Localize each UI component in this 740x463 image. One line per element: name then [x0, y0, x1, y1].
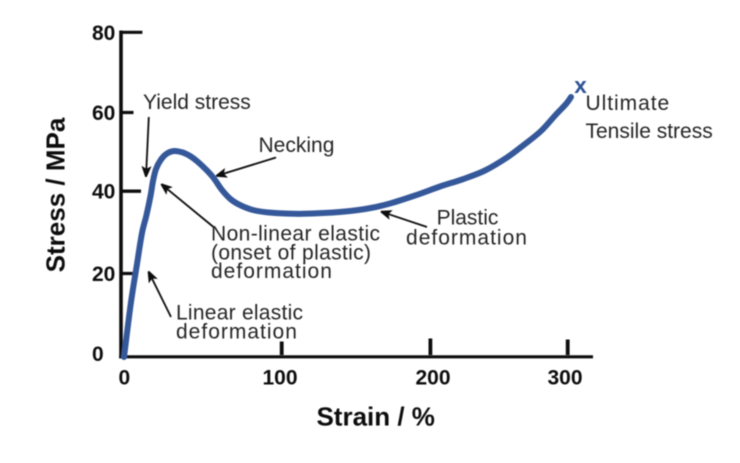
- svg-text:0: 0: [92, 343, 104, 366]
- svg-text:deformation: deformation: [406, 226, 528, 249]
- svg-text:Necking: Necking: [259, 134, 335, 157]
- svg-text:(onset of plastic): (onset of plastic): [211, 241, 371, 264]
- svg-text:200: 200: [415, 367, 450, 390]
- svg-text:x: x: [574, 73, 587, 98]
- svg-text:deformation: deformation: [211, 260, 333, 283]
- svg-text:Stress / MPa: Stress / MPa: [41, 117, 71, 272]
- svg-text:80: 80: [92, 22, 115, 45]
- svg-text:Non-linear elastic: Non-linear elastic: [211, 223, 380, 246]
- svg-text:Tensile stress: Tensile stress: [586, 120, 713, 143]
- svg-text:20: 20: [92, 263, 115, 286]
- svg-text:deformation: deformation: [176, 320, 298, 343]
- svg-text:Linear elastic: Linear elastic: [176, 302, 303, 325]
- svg-text:40: 40: [92, 181, 115, 204]
- svg-text:Strain / %: Strain / %: [316, 402, 434, 432]
- svg-text:0: 0: [119, 367, 131, 390]
- svg-text:100: 100: [262, 367, 297, 390]
- svg-text:60: 60: [92, 102, 115, 125]
- svg-text:Ultimate: Ultimate: [586, 92, 671, 115]
- svg-text:Yield stress: Yield stress: [143, 91, 251, 114]
- svg-text:300: 300: [547, 367, 582, 390]
- svg-text:Plastic: Plastic: [437, 207, 499, 230]
